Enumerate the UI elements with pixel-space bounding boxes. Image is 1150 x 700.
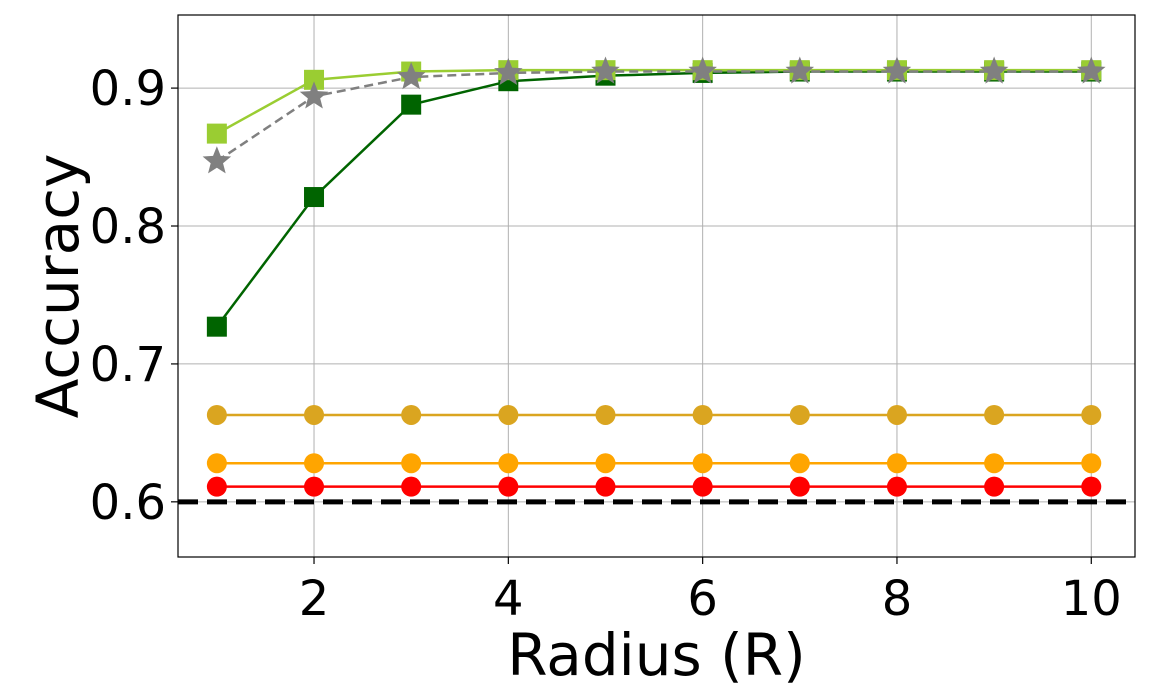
data-point: [595, 476, 616, 497]
data-point: [206, 453, 227, 474]
data-point: [984, 453, 1005, 474]
x-tick-label: 6: [687, 571, 718, 627]
data-point: [498, 453, 519, 474]
data-point: [1081, 404, 1102, 425]
data-point: [595, 404, 616, 425]
data-point: [591, 56, 620, 84]
data-point: [692, 404, 713, 425]
data-point: [785, 56, 815, 84]
x-tick-label: 8: [882, 571, 913, 627]
data-point: [304, 187, 325, 208]
data-point: [886, 476, 907, 497]
data-point: [886, 404, 907, 425]
data-point: [789, 476, 810, 497]
data-point: [206, 476, 227, 497]
data-point: [692, 453, 713, 474]
data-point: [299, 81, 329, 109]
series-layer: [202, 56, 1106, 497]
series-0: [206, 404, 1102, 425]
data-point: [396, 62, 426, 90]
data-point: [304, 69, 325, 90]
data-point: [304, 476, 325, 497]
data-point: [595, 453, 616, 474]
data-point: [206, 123, 227, 144]
series-line: [216, 70, 1092, 163]
data-point: [789, 404, 810, 425]
data-point: [979, 56, 1009, 84]
y-tick-label: 0.6: [90, 475, 166, 531]
data-point: [498, 404, 519, 425]
data-point: [401, 404, 422, 425]
data-point: [984, 404, 1005, 425]
y-tick-label: 0.7: [90, 337, 166, 393]
data-point: [882, 56, 912, 84]
plot-frame: [177, 14, 1136, 558]
data-point: [1081, 476, 1102, 497]
data-point: [886, 453, 907, 474]
series-2: [206, 476, 1102, 497]
x-tick-label: 4: [493, 571, 524, 627]
data-point: [789, 453, 810, 474]
data-point: [692, 476, 713, 497]
series-line: [216, 68, 1092, 135]
series-3: [206, 61, 1102, 337]
y-axis-ticks: 0.6 0.7 0.8 0.9: [90, 61, 178, 531]
data-point: [206, 404, 227, 425]
series-line: [215, 70, 1092, 328]
y-axis-label: Accuracy: [24, 154, 92, 419]
data-point: [494, 57, 523, 86]
data-point: [304, 404, 325, 425]
series-5: [202, 56, 1106, 174]
x-tick-label: 2: [299, 571, 330, 627]
y-tick-label: 0.8: [90, 199, 166, 255]
data-point: [206, 316, 227, 337]
x-axis-label: Radius (R): [507, 621, 805, 689]
data-point: [401, 476, 422, 497]
series-1: [206, 453, 1102, 474]
data-point: [202, 146, 232, 174]
x-tick-label: 10: [1061, 571, 1122, 627]
data-point: [401, 94, 422, 115]
data-point: [1081, 453, 1102, 474]
data-point: [304, 453, 325, 474]
data-point: [984, 476, 1005, 497]
data-point: [1077, 56, 1106, 84]
data-point: [688, 56, 717, 84]
data-point: [498, 476, 519, 497]
y-tick-label: 0.9: [90, 61, 166, 117]
data-point: [401, 453, 422, 474]
x-axis-ticks: 2 4 6 8 10: [299, 557, 1122, 627]
